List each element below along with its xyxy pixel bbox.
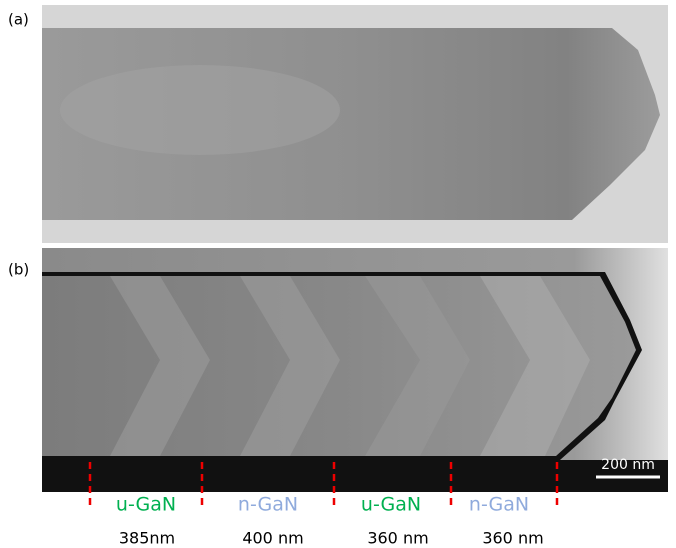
segment-name: u-GaN bbox=[361, 494, 421, 516]
panel-label: (b) bbox=[8, 261, 29, 279]
segment-name: n-GaN bbox=[469, 494, 529, 516]
segment-name: n-GaN bbox=[238, 494, 298, 516]
segment-length: 385nm bbox=[119, 529, 175, 548]
panel-a: (a) bbox=[8, 5, 668, 243]
panel-b: 200 nm (b) bbox=[8, 248, 668, 492]
segments: u-GaN 385nm n-GaN 400 nm u-GaN 360 nm n-GaN 360… bbox=[116, 494, 544, 548]
scale-bar-label: 200 nm bbox=[601, 457, 655, 473]
panel-label: (a) bbox=[8, 11, 29, 29]
segment-length: 360 nm bbox=[482, 529, 543, 548]
substrate bbox=[42, 460, 668, 492]
segment-length: 360 nm bbox=[367, 529, 428, 548]
contrast bbox=[60, 65, 340, 155]
segment-name: u-GaN bbox=[116, 494, 176, 516]
segment-length: 400 nm bbox=[242, 529, 303, 548]
figure: (a) 200 nm (b) u-GaN385nmn-GaN400 nmu-Ga… bbox=[0, 0, 676, 548]
